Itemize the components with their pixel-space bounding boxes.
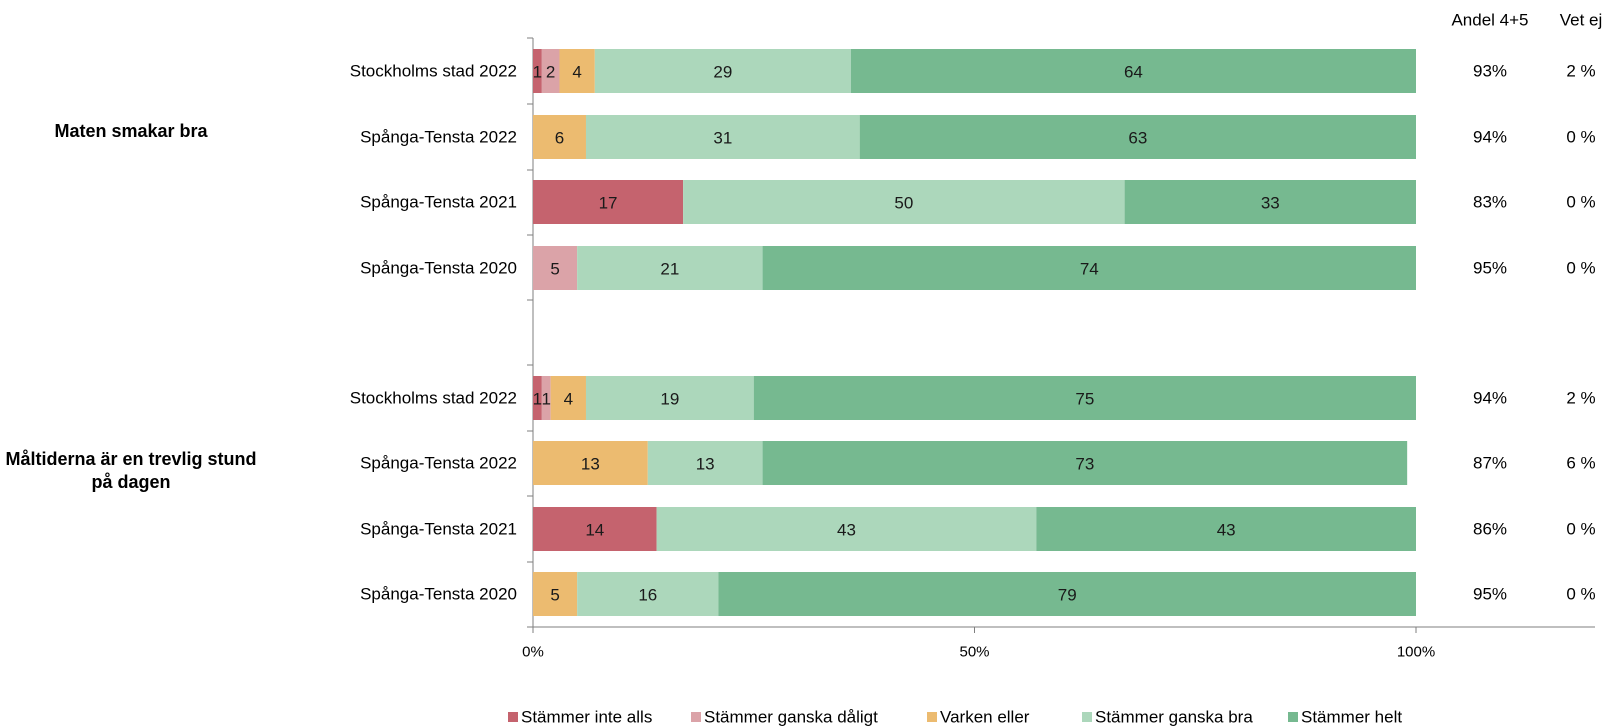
segment-value-label: 4 <box>564 390 573 409</box>
bar-segment-varken-eller <box>533 441 648 485</box>
row-label: Stockholms stad 2022 <box>350 62 517 81</box>
bar-segment-st-mmer-helt <box>1124 180 1416 224</box>
segment-value-label: 74 <box>1080 260 1099 279</box>
dont-know-value: 6 % <box>1566 454 1595 473</box>
row-label: Spånga-Tensta 2022 <box>360 454 517 473</box>
bar-segment-st-mmer-ganska-bra <box>585 376 754 420</box>
bar-segment-st-mmer-ganska-bra <box>683 180 1125 224</box>
legend-swatch <box>927 712 937 722</box>
share-value: 94% <box>1473 389 1507 408</box>
bar-segment-st-mmer-inte-alls <box>533 49 542 93</box>
row-label: Spånga-Tensta 2021 <box>360 520 517 539</box>
bar-segment-st-mmer-inte-alls <box>533 507 657 551</box>
bar-segment-st-mmer-helt <box>1036 507 1416 551</box>
segment-value-label: 73 <box>1075 455 1094 474</box>
legend-item-label: Varken eller <box>940 708 1030 727</box>
row-label: Spånga-Tensta 2022 <box>360 128 517 147</box>
group-title: Maten smakar bra <box>54 121 208 141</box>
bar-segment-st-mmer-helt <box>753 376 1416 420</box>
segment-value-label: 50 <box>894 194 913 213</box>
bar-segment-st-mmer-ganska-bra <box>585 115 860 159</box>
segment-value-label: 33 <box>1261 194 1280 213</box>
row-label: Spånga-Tensta 2020 <box>360 259 517 278</box>
legend-item-label: Stämmer inte alls <box>521 708 652 727</box>
bar-segment-st-mmer-helt <box>718 572 1416 616</box>
segment-value-label: 13 <box>696 455 715 474</box>
share-value: 93% <box>1473 62 1507 81</box>
legend-item-label: Stämmer ganska dåligt <box>704 708 878 727</box>
bar-segment-varken-eller <box>533 115 586 159</box>
dont-know-value: 0 % <box>1566 259 1595 278</box>
segment-value-label: 75 <box>1075 390 1094 409</box>
share-value: 83% <box>1473 193 1507 212</box>
bar-segment-st-mmer-helt <box>850 49 1416 93</box>
row-label: Stockholms stad 2022 <box>350 389 517 408</box>
bar-segment-st-mmer-ganska-bra <box>577 572 719 616</box>
group-title: på dagen <box>91 472 170 492</box>
dont-know-value: 2 % <box>1566 62 1595 81</box>
segment-value-label: 1 <box>542 390 551 409</box>
dont-know-value: 0 % <box>1566 193 1595 212</box>
segment-value-label: 1 <box>533 390 542 409</box>
bar-segment-st-mmer-ganska-bra <box>577 246 763 290</box>
segment-value-label: 31 <box>713 129 732 148</box>
segment-value-label: 43 <box>1217 521 1236 540</box>
dont-know-value: 0 % <box>1566 585 1595 604</box>
segment-value-label: 14 <box>585 521 604 540</box>
group-title: Måltiderna är en trevlig stund <box>5 449 256 469</box>
bar-segment-st-mmer-helt <box>859 115 1416 159</box>
bar-segment-varken-eller <box>533 572 578 616</box>
segment-value-label: 21 <box>660 260 679 279</box>
dont-know-value: 0 % <box>1566 128 1595 147</box>
share-value: 95% <box>1473 585 1507 604</box>
legend-swatch <box>1288 712 1298 722</box>
dont-know-value: 2 % <box>1566 389 1595 408</box>
value-axis-tick-label: 50% <box>959 644 989 661</box>
segment-value-label: 19 <box>660 390 679 409</box>
segment-value-label: 43 <box>837 521 856 540</box>
bar-segment-st-mmer-ganska-d-ligt <box>533 246 578 290</box>
bar-segment-st-mmer-ganska-bra <box>594 49 851 93</box>
bar-segment-st-mmer-ganska-d-ligt <box>541 376 551 420</box>
bar-segment-st-mmer-ganska-bra <box>656 507 1037 551</box>
bar-segment-st-mmer-inte-alls <box>533 376 542 420</box>
bar-segment-st-mmer-ganska-d-ligt <box>541 49 560 93</box>
share-value: 87% <box>1473 454 1507 473</box>
segment-value-label: 79 <box>1058 586 1077 605</box>
segment-value-label: 64 <box>1124 63 1143 82</box>
segment-value-label: 29 <box>713 63 732 82</box>
bar-segment-st-mmer-inte-alls <box>533 180 684 224</box>
legend-swatch <box>691 712 701 722</box>
bar-segment-st-mmer-ganska-bra <box>647 441 763 485</box>
dont-know-value: 0 % <box>1566 520 1595 539</box>
share-column-header: Andel 4+5 <box>1451 11 1528 30</box>
bar-segment-st-mmer-helt <box>762 441 1408 485</box>
segment-value-label: 63 <box>1128 129 1147 148</box>
segment-value-label: 16 <box>638 586 657 605</box>
bar-segment-varken-eller <box>559 49 595 93</box>
legend-swatch <box>1082 712 1092 722</box>
row-label: Spånga-Tensta 2021 <box>360 193 517 212</box>
segment-value-label: 5 <box>550 586 559 605</box>
value-axis-tick-label: 0% <box>522 644 544 661</box>
segment-value-label: 5 <box>550 260 559 279</box>
legend-item-label: Stämmer ganska bra <box>1095 708 1253 727</box>
segment-value-label: 4 <box>572 63 581 82</box>
legend-item-label: Stämmer helt <box>1301 708 1402 727</box>
segment-value-label: 13 <box>581 455 600 474</box>
legend-swatch <box>508 712 518 722</box>
segment-value-label: 1 <box>533 63 542 82</box>
segment-value-label: 6 <box>555 129 564 148</box>
bar-segment-st-mmer-helt <box>762 246 1416 290</box>
dont-know-column-header: Vet ej <box>1560 11 1603 30</box>
segment-value-label: 17 <box>599 194 618 213</box>
bar-segment-varken-eller <box>550 376 586 420</box>
segment-value-label: 2 <box>546 63 555 82</box>
share-value: 86% <box>1473 520 1507 539</box>
share-value: 95% <box>1473 259 1507 278</box>
value-axis-tick-label: 100% <box>1397 644 1435 661</box>
share-value: 94% <box>1473 128 1507 147</box>
row-label: Spånga-Tensta 2020 <box>360 585 517 604</box>
